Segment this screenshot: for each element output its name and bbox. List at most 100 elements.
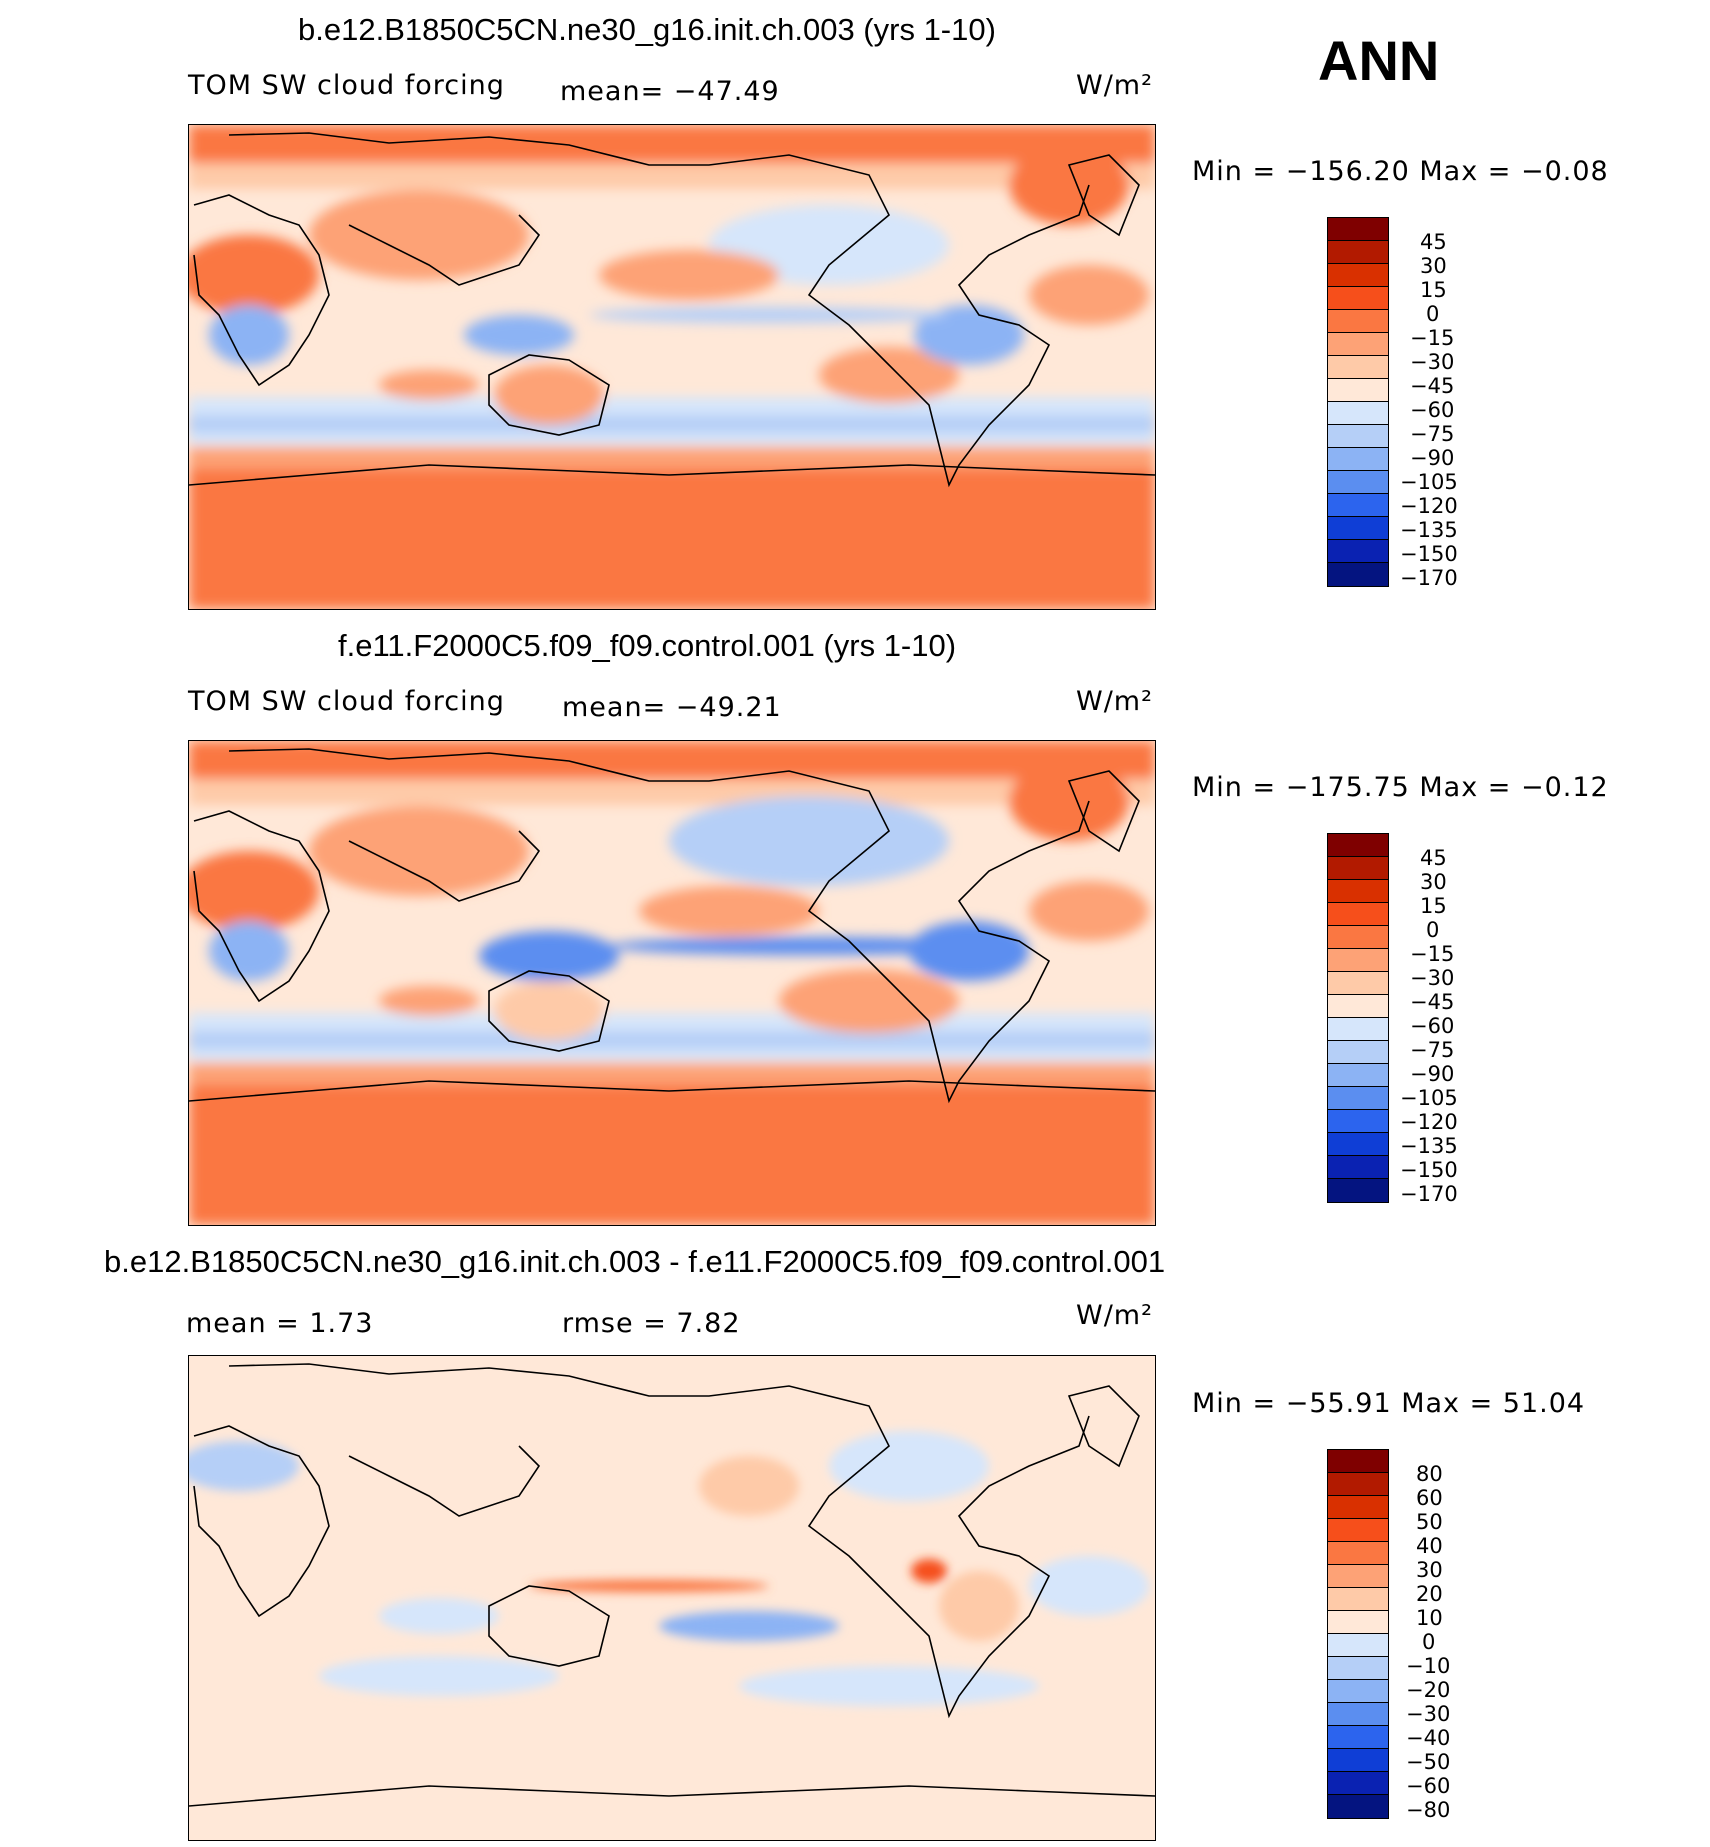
cbar-label: −75 xyxy=(1410,422,1455,446)
cbar-label: −10 xyxy=(1406,1654,1451,1678)
cbar-label: 45 xyxy=(1420,230,1447,254)
cbar-label: 40 xyxy=(1416,1534,1443,1558)
greenland xyxy=(1009,145,1129,225)
antarctic-band xyxy=(189,465,1155,609)
cbar-label: 60 xyxy=(1416,1486,1443,1510)
cbar-label: 0 xyxy=(1426,918,1440,942)
cbar-swatch xyxy=(1328,949,1388,972)
cbar-label: 15 xyxy=(1420,278,1447,302)
cbar-label: 0 xyxy=(1426,302,1440,326)
coastlines xyxy=(189,1363,1155,1807)
indian-ocean-sc xyxy=(379,370,479,400)
cbar-label: −150 xyxy=(1400,1158,1458,1182)
cbar-label: 0 xyxy=(1422,1630,1436,1654)
n-pacific-pos xyxy=(699,1456,799,1516)
cbar-swatch xyxy=(1328,857,1388,880)
asia-land xyxy=(309,806,529,896)
north-africa xyxy=(189,235,319,315)
cbar-swatch xyxy=(1328,1087,1388,1110)
panel1-mean: mean= −47.49 xyxy=(560,76,780,107)
cbar-swatch xyxy=(1328,1450,1388,1473)
cbar-label: 15 xyxy=(1420,894,1447,918)
panel2-mean: mean= −49.21 xyxy=(562,692,782,723)
cbar-swatch xyxy=(1328,402,1388,425)
cbar-label: −135 xyxy=(1400,518,1458,542)
itcz xyxy=(609,937,1009,955)
cbar-swatch xyxy=(1328,517,1388,540)
maritime-cont xyxy=(464,315,574,355)
panel3-title: b.e12.B1850C5CN.ne30_g16.init.ch.003 - f… xyxy=(104,1244,1166,1279)
cbar-swatch xyxy=(1328,1179,1388,1202)
cbar-swatch xyxy=(1328,834,1388,857)
cbar-swatch xyxy=(1328,356,1388,379)
cbar-label: −170 xyxy=(1400,1182,1458,1206)
cbar-swatch xyxy=(1328,1496,1388,1519)
cbar-label: −90 xyxy=(1410,446,1455,470)
panel2-title: f.e11.F2000C5.f09_f09.control.001 (yrs 1… xyxy=(338,628,957,663)
cbar-swatch xyxy=(1328,1064,1388,1087)
cbar-swatch xyxy=(1328,1772,1388,1795)
southern-storm-band xyxy=(189,1031,1155,1049)
panel3-colorbar xyxy=(1327,1449,1389,1819)
sw-pacific-neg xyxy=(659,1611,839,1641)
panel2-map xyxy=(188,740,1156,1226)
panel1-minmax: Min = −156.20 Max = −0.08 xyxy=(1192,156,1609,187)
cbar-label: 30 xyxy=(1416,1558,1443,1582)
cbar-swatch xyxy=(1328,880,1388,903)
panel2-units: W/m² xyxy=(1076,686,1153,717)
cbar-swatch xyxy=(1328,903,1388,926)
cbar-swatch xyxy=(1328,425,1388,448)
cbar-swatch xyxy=(1328,333,1388,356)
panel2-field-label: TOM SW cloud forcing xyxy=(188,686,505,717)
cbar-label: −90 xyxy=(1410,1062,1455,1086)
cbar-swatch xyxy=(1328,563,1388,586)
cbar-label: −105 xyxy=(1400,1086,1458,1110)
n-america-neg xyxy=(829,1431,989,1501)
panel1-colorbar xyxy=(1327,217,1389,587)
cbar-swatch xyxy=(1328,1519,1388,1542)
panel3-mean: mean = 1.73 xyxy=(186,1308,374,1339)
cbar-label: −105 xyxy=(1400,470,1458,494)
panel3-map xyxy=(188,1355,1156,1841)
australia xyxy=(494,981,604,1041)
cbar-label: −15 xyxy=(1410,942,1455,966)
cbar-swatch xyxy=(1328,1110,1388,1133)
europe-neg xyxy=(189,1441,299,1491)
cbar-swatch xyxy=(1328,379,1388,402)
cbar-swatch xyxy=(1328,1726,1388,1749)
atlantic-sc xyxy=(1029,881,1149,941)
cbar-swatch xyxy=(1328,448,1388,471)
cbar-swatch xyxy=(1328,926,1388,949)
panel3-rmse: rmse = 7.82 xyxy=(562,1308,741,1339)
arctic-band xyxy=(189,125,1155,165)
cbar-label: −135 xyxy=(1400,1134,1458,1158)
africa-convect xyxy=(209,305,289,365)
season-label: ANN xyxy=(1318,29,1440,92)
itcz xyxy=(589,307,949,323)
north-pacific-sc xyxy=(599,250,779,300)
cbar-label: −170 xyxy=(1400,566,1458,590)
cbar-swatch xyxy=(1328,1680,1388,1703)
atlantic-neg xyxy=(1029,1556,1149,1616)
cbar-swatch xyxy=(1328,218,1388,241)
cbar-swatch xyxy=(1328,471,1388,494)
cbar-label: 30 xyxy=(1420,870,1447,894)
cbar-label: −120 xyxy=(1400,1110,1458,1134)
cbar-label: 20 xyxy=(1416,1582,1443,1606)
panel1-field-label: TOM SW cloud forcing xyxy=(188,70,505,101)
coastlines xyxy=(189,748,1155,1104)
cbar-swatch xyxy=(1328,494,1388,517)
atlantic-sc xyxy=(1029,265,1149,325)
equatorial-pos xyxy=(529,1580,769,1592)
cbar-swatch xyxy=(1328,540,1388,563)
cbar-swatch xyxy=(1328,310,1388,333)
cbar-swatch xyxy=(1328,264,1388,287)
southern-storm-band xyxy=(189,415,1155,433)
antarctic-band xyxy=(189,1081,1155,1225)
cbar-swatch xyxy=(1328,1588,1388,1611)
cbar-label: −45 xyxy=(1410,990,1455,1014)
cbar-swatch xyxy=(1328,1156,1388,1179)
panel2-colorbar xyxy=(1327,833,1389,1203)
greenland xyxy=(1009,761,1129,841)
cbar-label: −30 xyxy=(1410,350,1455,374)
